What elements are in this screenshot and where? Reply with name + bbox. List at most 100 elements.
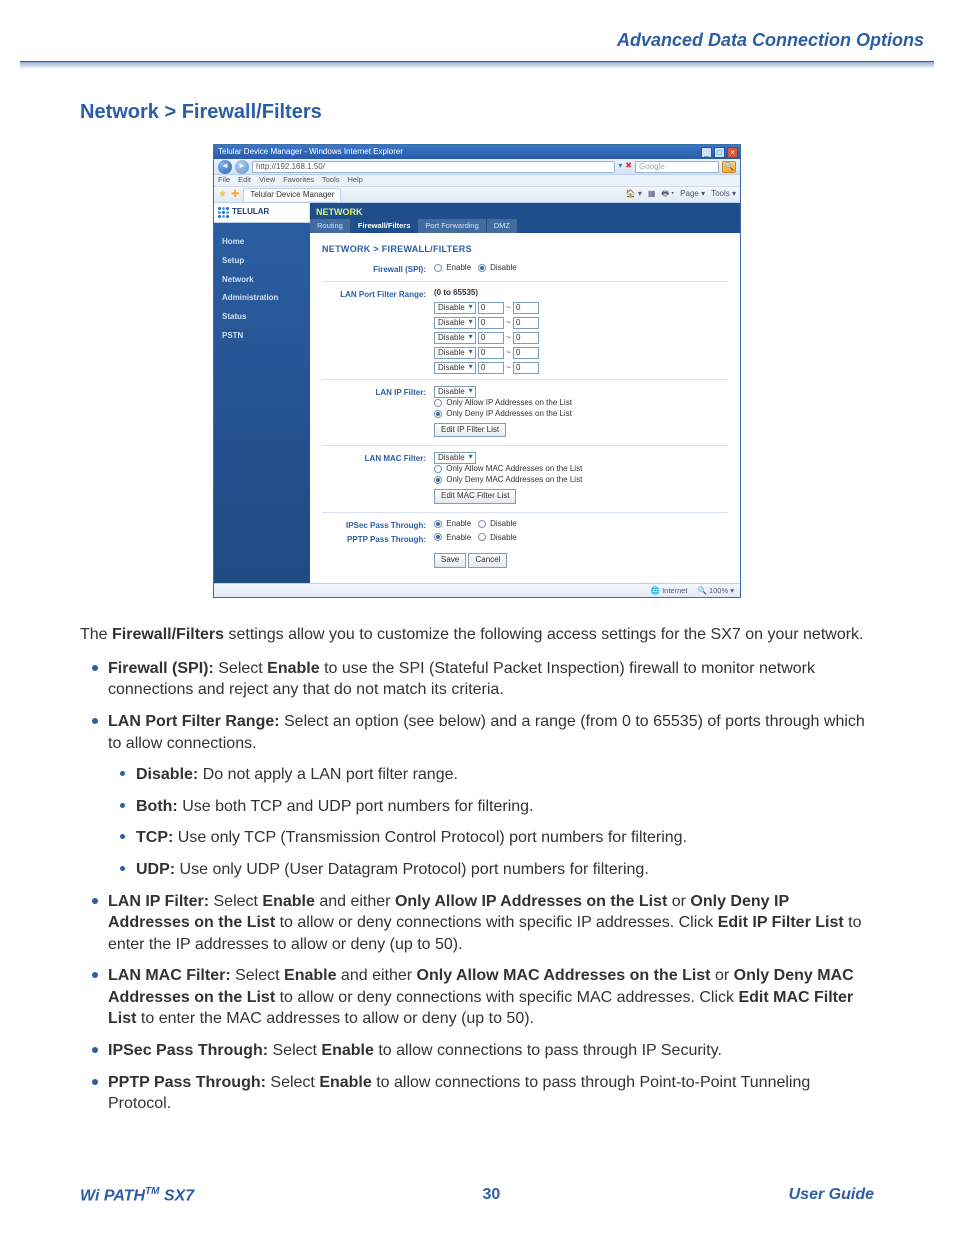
- input-port-to-4[interactable]: 0: [513, 362, 539, 374]
- tab-firewall-filters[interactable]: Firewall/Filters: [351, 219, 419, 233]
- tab-routing[interactable]: Routing: [310, 219, 351, 233]
- panel-tabs: Routing Firewall/Filters Port Forwarding…: [310, 219, 740, 233]
- radio-pptp-enable[interactable]: [434, 533, 442, 541]
- radio-spi-enable[interactable]: [434, 264, 442, 272]
- minimize-button[interactable]: _: [701, 147, 712, 158]
- radio-ipsec-disable[interactable]: [478, 520, 486, 528]
- feeds-icon[interactable]: ▦: [648, 189, 656, 200]
- menu-favorites[interactable]: Favorites: [283, 175, 314, 185]
- radio-ip-deny[interactable]: [434, 410, 442, 418]
- print-icon[interactable]: 🖶 ▾: [661, 189, 674, 200]
- bullet-pptp: PPTP Pass Through: Select Enable to allo…: [108, 1072, 874, 1115]
- input-port-from-4[interactable]: 0: [478, 362, 504, 374]
- brand-text: TELULAR: [232, 207, 269, 218]
- select-port-row-3[interactable]: Disable: [434, 347, 476, 359]
- cancel-button[interactable]: Cancel: [468, 553, 507, 568]
- select-port-row-0[interactable]: Disable: [434, 302, 476, 314]
- close-button[interactable]: ×: [727, 147, 738, 158]
- favorites-star-icon[interactable]: ★: [218, 188, 227, 202]
- window-title: Telular Device Manager - Windows Interne…: [218, 147, 403, 158]
- bullet-firewall-spi: Firewall (SPI): Select Enable to use the…: [108, 658, 874, 701]
- text-enable: Enable: [446, 263, 471, 272]
- menu-help[interactable]: Help: [348, 175, 363, 185]
- input-port-to-0[interactable]: 0: [513, 302, 539, 314]
- input-port-to-3[interactable]: 0: [513, 347, 539, 359]
- footer-left: Wi PATHTM SX7: [80, 1186, 194, 1205]
- text-mac-allow: Only Allow MAC Addresses on the List: [446, 464, 582, 473]
- logo-dots-icon: [218, 207, 229, 218]
- text-ipsec-disable: Disable: [490, 519, 517, 528]
- text-ip-deny: Only Deny IP Addresses on the List: [446, 409, 572, 418]
- page-menu[interactable]: Page ▾: [680, 189, 705, 200]
- radio-mac-deny[interactable]: [434, 476, 442, 484]
- button-edit-ip-filter[interactable]: Edit IP Filter List: [434, 423, 506, 438]
- text-pptp-disable: Disable: [490, 533, 517, 542]
- menu-tools[interactable]: Tools: [322, 175, 340, 185]
- radio-pptp-disable[interactable]: [478, 533, 486, 541]
- panel-header: NETWORK Routing Firewall/Filters Port Fo…: [310, 203, 740, 233]
- sub-disable: Disable: Do not apply a LAN port filter …: [136, 764, 874, 786]
- status-zone: 🌐 Internet: [651, 586, 688, 596]
- browser-tab[interactable]: Telular Device Manager: [243, 188, 341, 202]
- sidebar-item-setup[interactable]: Setup: [222, 252, 302, 271]
- port-range-hint: (0 to 65535): [434, 288, 478, 297]
- select-port-row-1[interactable]: Disable: [434, 317, 476, 329]
- address-bar[interactable]: http://192.168.1.50/: [252, 161, 615, 173]
- label-firewall-spi: Firewall (SPI):: [322, 263, 434, 276]
- radio-ip-allow[interactable]: [434, 399, 442, 407]
- status-zoom[interactable]: 🔍 100% ▾: [698, 586, 734, 596]
- search-box[interactable]: Google: [635, 161, 719, 173]
- radio-spi-disable[interactable]: [478, 264, 486, 272]
- tab-port-forwarding[interactable]: Port Forwarding: [418, 219, 486, 233]
- tools-menu[interactable]: Tools ▾: [711, 189, 736, 200]
- sidebar-item-pstn[interactable]: PSTN: [222, 327, 302, 346]
- input-port-from-0[interactable]: 0: [478, 302, 504, 314]
- back-button[interactable]: ◄: [218, 160, 232, 174]
- panel-breadcrumb: NETWORK > FIREWALL/FILTERS: [322, 243, 728, 255]
- bullet-mac-filter: LAN MAC Filter: Select Enable and either…: [108, 965, 874, 1030]
- text-mac-deny: Only Deny MAC Addresses on the List: [446, 475, 582, 484]
- sidebar-item-administration[interactable]: Administration: [222, 289, 302, 308]
- label-port-range: LAN Port Filter Range:: [322, 288, 434, 301]
- sidebar-item-network[interactable]: Network: [222, 271, 302, 290]
- sub-udp: UDP: Use only UDP (User Datagram Protoco…: [136, 859, 874, 881]
- add-favorites-icon[interactable]: ✚: [231, 188, 239, 202]
- search-go-button[interactable]: 🔍: [722, 161, 736, 173]
- select-ip-filter[interactable]: Disable: [434, 386, 476, 398]
- maximize-button[interactable]: □: [714, 147, 725, 158]
- forward-button[interactable]: ►: [235, 160, 249, 174]
- main-panel: NETWORK Routing Firewall/Filters Port Fo…: [310, 203, 740, 583]
- input-port-to-2[interactable]: 0: [513, 332, 539, 344]
- nav-toolbar: ◄ ► http://192.168.1.50/ ▾ ✖ Google 🔍: [214, 159, 740, 175]
- app-sidebar: TELULAR Home Setup Network Administratio…: [214, 203, 310, 583]
- input-port-to-1[interactable]: 0: [513, 317, 539, 329]
- sidebar-item-status[interactable]: Status: [222, 308, 302, 327]
- footer-page-number: 30: [483, 1186, 501, 1204]
- text-disable: Disable: [490, 263, 517, 272]
- menu-view[interactable]: View: [259, 175, 275, 185]
- browser-window: Telular Device Manager - Windows Interne…: [213, 144, 741, 598]
- tab-dmz[interactable]: DMZ: [487, 219, 518, 233]
- home-icon[interactable]: 🏠 ▾: [626, 189, 642, 200]
- menu-edit[interactable]: Edit: [238, 175, 251, 185]
- sub-both: Both: Use both TCP and UDP port numbers …: [136, 796, 874, 818]
- screenshot-figure: Telular Device Manager - Windows Interne…: [80, 144, 874, 598]
- running-header: Advanced Data Connection Options: [0, 0, 954, 61]
- section-title: Network > Firewall/Filters: [80, 99, 874, 126]
- save-button[interactable]: Save: [434, 553, 466, 568]
- radio-mac-allow[interactable]: [434, 465, 442, 473]
- sidebar-item-home[interactable]: Home: [222, 233, 302, 252]
- window-titlebar: Telular Device Manager - Windows Interne…: [214, 145, 740, 159]
- select-port-row-4[interactable]: Disable: [434, 362, 476, 374]
- input-port-from-1[interactable]: 0: [478, 317, 504, 329]
- input-port-from-3[interactable]: 0: [478, 347, 504, 359]
- button-edit-mac-filter[interactable]: Edit MAC Filter List: [434, 489, 516, 504]
- radio-ipsec-enable[interactable]: [434, 520, 442, 528]
- menu-file[interactable]: File: [218, 175, 230, 185]
- bullet-port-range: LAN Port Filter Range: Select an option …: [108, 711, 874, 754]
- input-port-from-2[interactable]: 0: [478, 332, 504, 344]
- select-mac-filter[interactable]: Disable: [434, 452, 476, 464]
- select-port-row-2[interactable]: Disable: [434, 332, 476, 344]
- label-pptp: PPTP Pass Through:: [322, 533, 434, 546]
- panel-body: NETWORK > FIREWALL/FILTERS Firewall (SPI…: [310, 233, 740, 583]
